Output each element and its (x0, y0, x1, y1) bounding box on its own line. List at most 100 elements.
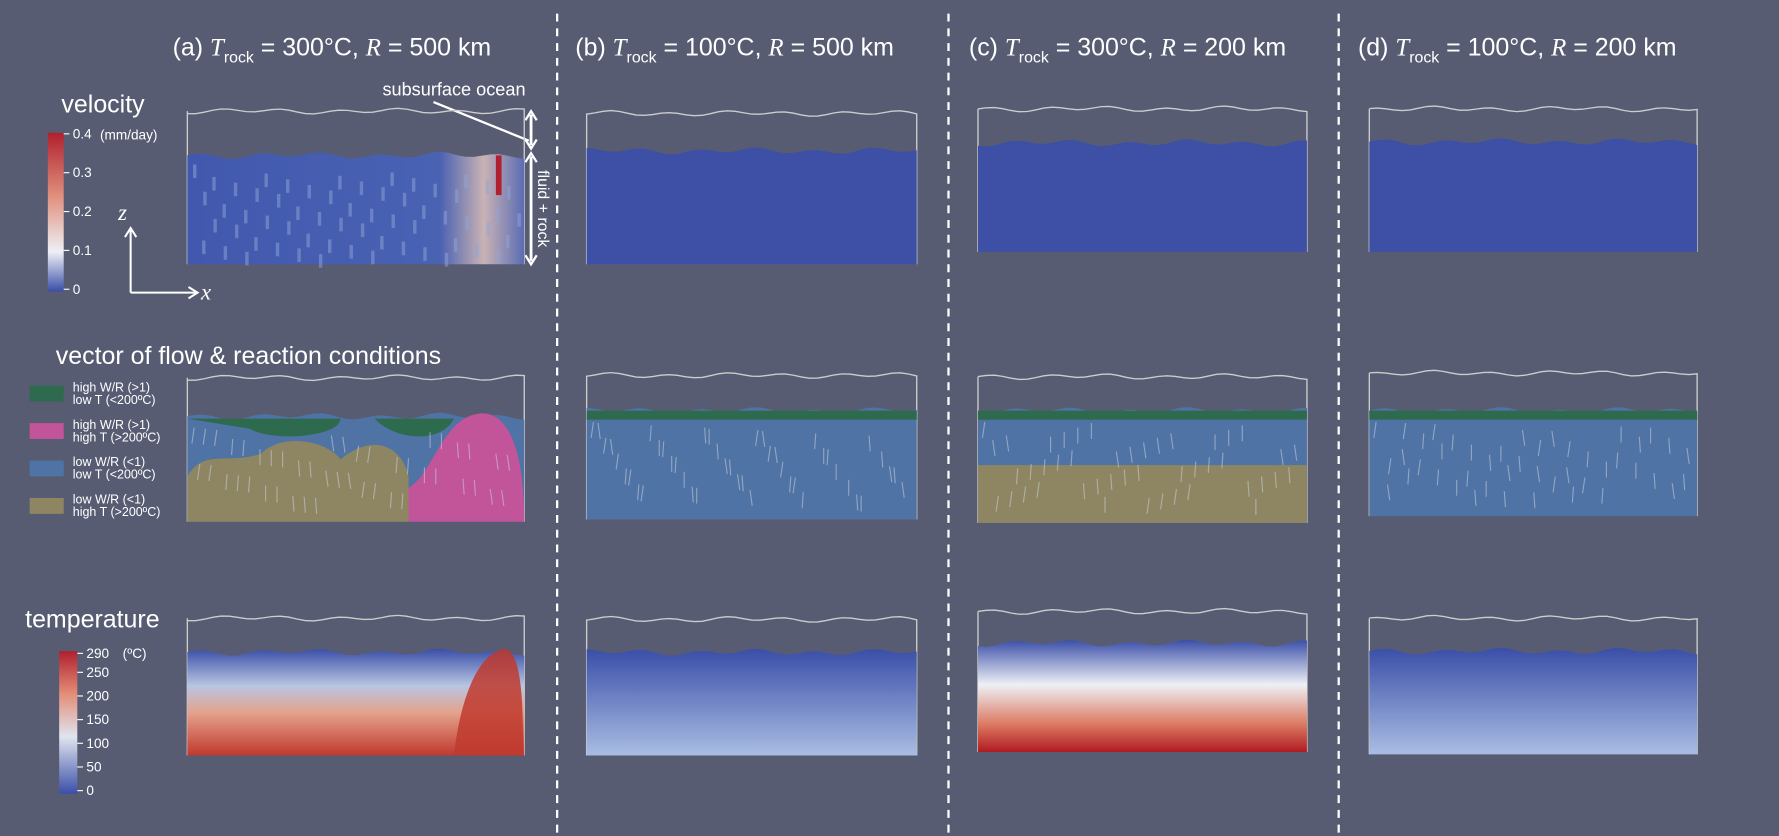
flow-streak (475, 244, 478, 258)
annotation: fluid + rock (534, 170, 551, 247)
flow-streak (319, 254, 322, 268)
flow-streak (380, 236, 383, 250)
flow-streak (329, 191, 332, 205)
colorbar-tick-label: 290 (86, 646, 109, 661)
flow-streak (381, 187, 384, 201)
field (187, 152, 524, 265)
title-part: rock (1409, 49, 1439, 66)
legend-swatch (30, 498, 64, 514)
flow-streak (371, 251, 374, 265)
title-part: (a) (173, 34, 210, 62)
flow-streak (370, 209, 373, 223)
legend-text: low T (<200ºC) (73, 393, 156, 407)
title-part: (d) (1358, 34, 1395, 62)
field (587, 649, 917, 756)
panel-title: (c) Trock = 300°C, R = 200 km (969, 34, 1286, 67)
page: {"panels":[ {"title":["(a) ","T","rock",… (0, 0, 1779, 836)
flow-streak (496, 208, 499, 222)
flow-streak (412, 178, 415, 192)
flow-streak (445, 253, 448, 267)
flow-streak (444, 211, 447, 225)
colorbar-tick-label: 250 (86, 665, 109, 680)
flow-streak (339, 218, 342, 232)
row-label: temperature (25, 605, 159, 633)
colorbar-unit: (mm/day) (100, 128, 157, 143)
region-yellow (978, 465, 1307, 523)
colorbar-tick-label: 100 (86, 736, 109, 751)
flow-streak (254, 237, 257, 251)
flow-streak (244, 210, 247, 224)
field (1369, 138, 1697, 252)
flow-streak (266, 216, 269, 230)
flow-streak (318, 212, 321, 226)
flow-streak (497, 250, 500, 264)
flow-streak (286, 179, 289, 193)
colorbar-tick-label: 0.2 (73, 204, 92, 219)
field (978, 140, 1307, 252)
hot-plume (496, 155, 502, 195)
flow-streak (328, 239, 331, 253)
region-green (978, 411, 1307, 420)
row-label: velocity (61, 90, 145, 118)
flow-streak (224, 246, 227, 260)
legend-swatch (30, 386, 64, 402)
field (1369, 648, 1697, 755)
field (1369, 407, 1697, 516)
colorbar-unit: (ºC) (123, 646, 147, 661)
flow-streak (413, 220, 416, 234)
flow-streak (464, 175, 467, 189)
flow-streak (392, 214, 395, 228)
panel-title: (a) Trock = 300°C, R = 500 km (173, 34, 492, 67)
flow-streak (403, 193, 406, 207)
flow-streak (465, 217, 468, 231)
flow-streak (360, 181, 363, 195)
field (587, 148, 917, 265)
title-part: rock (627, 49, 657, 66)
title-part: rock (224, 49, 254, 66)
flow-streak (297, 248, 300, 262)
panel-title: (b) Trock = 100°C, R = 500 km (575, 34, 894, 67)
title-part: R (1160, 35, 1176, 62)
flow-streak (277, 194, 280, 208)
field (978, 640, 1307, 752)
colorbar-tick-label: 0.3 (73, 165, 92, 180)
colorbar (48, 133, 64, 292)
title-part: R (365, 35, 381, 62)
flow-streak (361, 223, 364, 237)
axis-label: z (117, 200, 127, 225)
title-part: R (767, 35, 783, 62)
title-part: = 500 km (784, 34, 894, 62)
flow-streak (306, 234, 309, 248)
title-part: = 200 km (1566, 34, 1676, 62)
flow-streak (212, 177, 215, 191)
colorbar-tick-label: 150 (86, 712, 109, 727)
flow-streak (486, 180, 489, 194)
region-green (587, 411, 917, 420)
title-part: rock (1019, 49, 1049, 66)
title-part: R (1550, 35, 1566, 62)
annotation: subsurface ocean (382, 79, 525, 99)
flow-streak (264, 174, 267, 188)
title-part: = 100°C, (657, 34, 769, 62)
legend-swatch (30, 423, 64, 439)
title-part: = 300°C, (1049, 34, 1161, 62)
colorbar-tick-label: 0.4 (73, 126, 92, 141)
flow-streak (287, 221, 290, 235)
flow-streak (223, 204, 226, 218)
flow-streak (350, 245, 353, 259)
flow-streak (348, 203, 351, 217)
title-part: = 500 km (381, 34, 491, 62)
flow-streak (434, 184, 437, 198)
colorbar-tick-label: 0.1 (73, 243, 92, 258)
flow-streak (423, 247, 426, 261)
legend-text: high T (>200ºC) (73, 430, 161, 444)
row-label: vector of flow & reaction conditions (56, 342, 441, 370)
flow-streak (235, 225, 238, 239)
flow-streak (234, 183, 237, 197)
flow-streak (193, 164, 196, 178)
flow-streak (455, 189, 458, 203)
flow-streak (213, 219, 216, 233)
region-green (1369, 411, 1697, 420)
colorbar-tick-label: 0 (86, 783, 94, 798)
legend-swatch (30, 461, 64, 477)
